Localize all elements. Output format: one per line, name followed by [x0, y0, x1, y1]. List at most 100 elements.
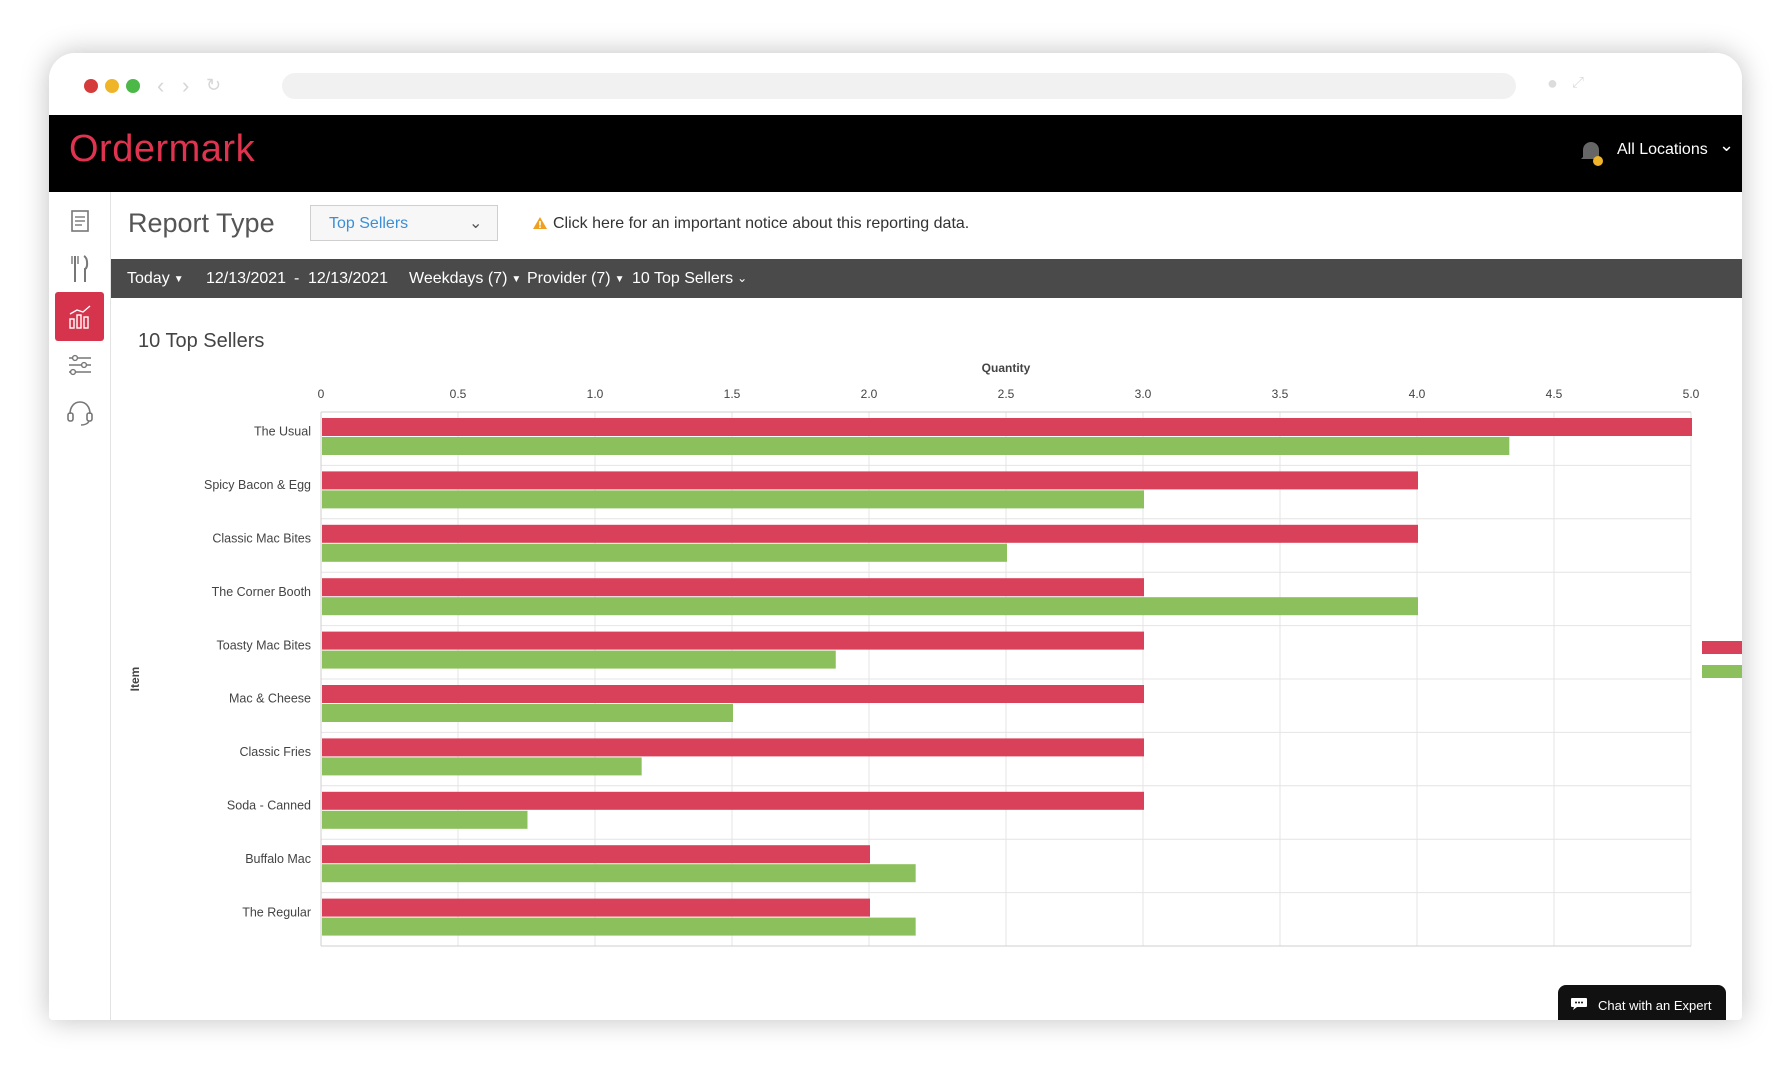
- top-sellers-label: 10 Top Sellers: [632, 270, 734, 287]
- browser-window: ‹ › ↻ ● ⤢ Ordermark All Locations ⌄: [49, 53, 1742, 1020]
- sales-bar: [322, 917, 916, 936]
- caret-down-icon: ▼: [511, 274, 522, 285]
- category-label: Classic Fries: [239, 745, 311, 759]
- page-title: Report Type: [128, 208, 275, 238]
- quantity-bar: [322, 685, 1144, 703]
- sidebar: [49, 192, 111, 1020]
- top-sellers-chart: 00.51.01.52.02.53.03.54.04.55.0$0$10$20$…: [128, 361, 1742, 947]
- sales-bar: [322, 490, 1144, 509]
- sales-bar: [322, 543, 1007, 562]
- app-header: Ordermark All Locations ⌄: [49, 115, 1742, 192]
- report-doc-icon: [70, 209, 89, 232]
- category-label: The Usual: [254, 425, 311, 439]
- sales-bar: [322, 437, 1510, 455]
- top-tick-label: 1.5: [724, 387, 741, 401]
- quantity-bar: [322, 845, 870, 864]
- quantity-bar: [322, 631, 1144, 650]
- back-arrow-icon[interactable]: ‹: [157, 73, 165, 98]
- category-label: The Regular: [242, 905, 311, 919]
- chevron-down-icon: ⌄: [469, 215, 483, 232]
- fork-knife-icon: [70, 254, 88, 282]
- sidebar-item-settings[interactable]: [55, 340, 104, 389]
- report-type-select[interactable]: Top Sellers ⌄: [310, 205, 498, 241]
- chat-label: Chat with an Expert: [1598, 998, 1712, 1013]
- top-tick-label: 2.0: [861, 387, 878, 401]
- provider-label: Provider (7): [527, 270, 611, 287]
- fullscreen-icon[interactable]: ⤢: [1572, 74, 1585, 91]
- end-date-field[interactable]: 12/13/2021: [308, 270, 389, 287]
- top-tick-label: 1.0: [587, 387, 604, 401]
- report-type-value: Top Sellers: [329, 215, 409, 232]
- quantity-bar: [322, 418, 1692, 436]
- category-label: Spicy Bacon & Egg: [204, 478, 311, 492]
- browser-chrome: ‹ › ↻ ● ⤢: [49, 53, 1742, 115]
- reload-icon[interactable]: ↻: [206, 75, 222, 95]
- provider-dropdown[interactable]: Provider (7) ▼: [527, 270, 624, 288]
- legend-swatch: [1702, 641, 1742, 654]
- quantity-bar: [322, 791, 1144, 810]
- minimize-window-dot[interactable]: [105, 79, 119, 93]
- sales-bar: [322, 864, 916, 883]
- top-axis-title: Quantity: [982, 361, 1031, 375]
- top-tick-label: 0.5: [450, 387, 467, 401]
- forward-arrow-icon[interactable]: ›: [182, 73, 190, 98]
- sidebar-item-support[interactable]: [55, 388, 104, 437]
- main-content: Report Type Top Sellers ⌄ Click here for…: [111, 192, 1742, 1020]
- sales-bar: [322, 650, 836, 669]
- warning-icon: [533, 217, 547, 229]
- headset-icon: [66, 400, 93, 426]
- download-icon[interactable]: ●: [1547, 73, 1558, 93]
- maximize-window-dot[interactable]: [126, 79, 140, 93]
- caret-down-icon: ▼: [173, 274, 184, 285]
- location-selector[interactable]: All Locations: [1617, 141, 1708, 158]
- sliders-icon: [68, 354, 91, 375]
- quantity-bar: [322, 898, 870, 917]
- notice-text: Click here for an important notice about…: [553, 215, 970, 232]
- notice-link[interactable]: Click here for an important notice about…: [531, 215, 969, 233]
- category-label: Soda - Canned: [227, 799, 311, 813]
- close-window-dot[interactable]: [84, 79, 98, 93]
- category-label: The Corner Booth: [212, 585, 311, 599]
- top-tick-label: 4.0: [1409, 387, 1426, 401]
- y-axis-title: Item: [128, 667, 142, 692]
- category-label: Buffalo Mac: [245, 852, 311, 866]
- sales-bar: [322, 757, 642, 776]
- chevron-down-icon[interactable]: ⌄: [1719, 135, 1735, 155]
- chart-title: 10 Top Sellers: [138, 330, 265, 352]
- weekdays-dropdown[interactable]: Weekdays (7) ▼: [409, 270, 521, 288]
- brand-logo[interactable]: Ordermark: [69, 128, 256, 170]
- sales-bar: [322, 597, 1418, 616]
- url-bar[interactable]: [282, 73, 1516, 99]
- sales-bar: [322, 704, 733, 722]
- sidebar-item-analytics[interactable]: [55, 292, 104, 341]
- sidebar-item-reports[interactable]: [55, 196, 104, 245]
- range-dropdown[interactable]: Today ▼: [127, 270, 184, 288]
- category-label: Toasty Mac Bites: [217, 638, 311, 652]
- top-tick-label: 4.5: [1546, 387, 1563, 401]
- top-tick-label: 3.5: [1272, 387, 1289, 401]
- category-label: Classic Mac Bites: [212, 532, 311, 546]
- top-tick-label: 5.0: [1683, 387, 1700, 401]
- top-tick-label: 2.5: [998, 387, 1015, 401]
- analytics-chart-icon: [68, 304, 90, 329]
- filter-bar: Today ▼ 12/13/2021 - 12/13/2021 Weekdays …: [111, 259, 1742, 298]
- legend-swatch: [1702, 665, 1742, 678]
- sidebar-item-menu[interactable]: [55, 244, 104, 293]
- weekdays-label: Weekdays (7): [409, 270, 508, 287]
- range-label: Today: [127, 270, 170, 287]
- quantity-bar: [322, 578, 1144, 597]
- category-label: Mac & Cheese: [229, 692, 311, 706]
- top-sellers-dropdown[interactable]: 10 Top Sellers ⌄: [632, 270, 747, 288]
- caret-down-icon: ▼: [614, 274, 625, 285]
- quantity-bar: [322, 738, 1144, 757]
- start-date-field[interactable]: 12/13/2021: [206, 270, 287, 287]
- quantity-bar: [322, 471, 1418, 490]
- notification-bell-icon[interactable]: [1579, 139, 1603, 167]
- chat-expert-button[interactable]: Chat with an Expert: [1558, 985, 1726, 1020]
- top-tick-label: 0: [318, 387, 325, 401]
- sales-bar: [322, 810, 528, 829]
- chevron-down-icon: ⌄: [737, 271, 748, 285]
- quantity-bar: [322, 524, 1418, 543]
- date-separator: -: [294, 270, 300, 287]
- top-tick-label: 3.0: [1135, 387, 1152, 401]
